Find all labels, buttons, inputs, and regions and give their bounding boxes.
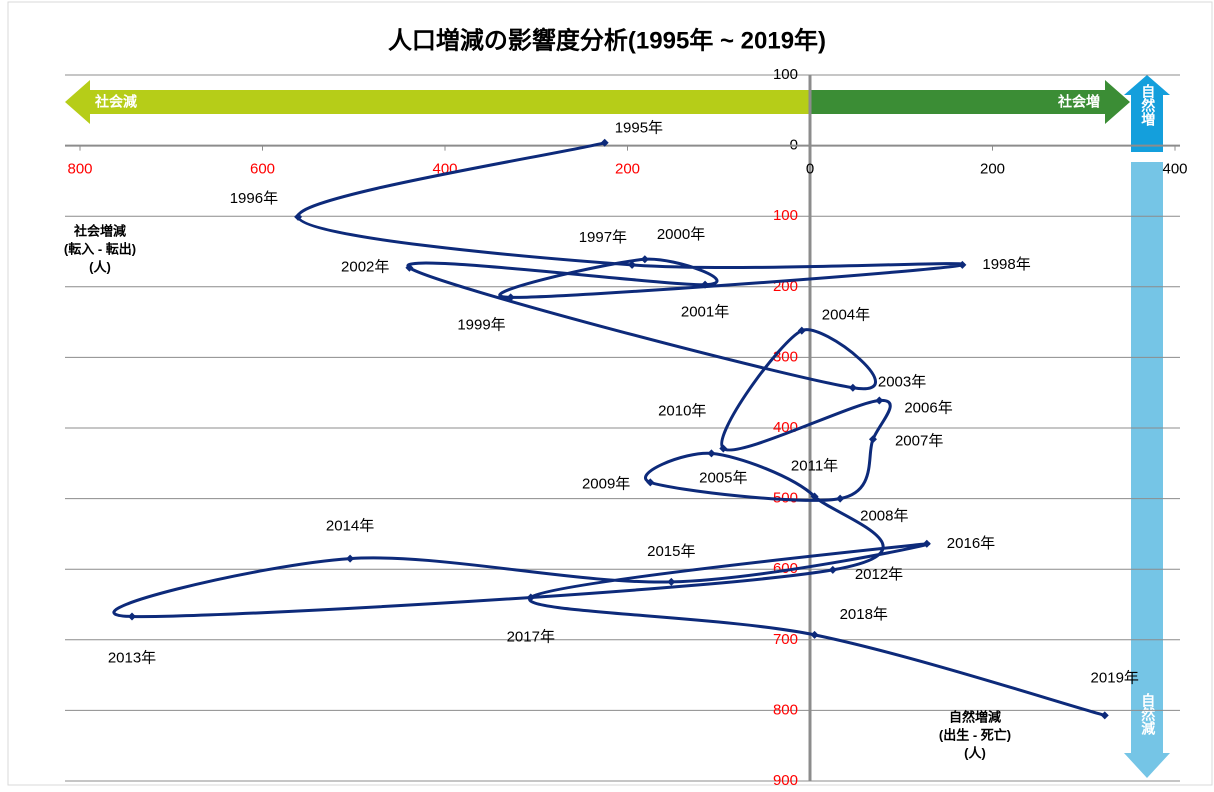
- point-label: 1998年: [982, 256, 1030, 273]
- marker: [128, 612, 137, 621]
- marker: [868, 435, 877, 444]
- marker: [526, 593, 535, 602]
- marker: [701, 280, 710, 289]
- axis-label: (出生 - 死亡): [939, 727, 1011, 742]
- marker: [1100, 711, 1109, 720]
- y-tick-label: 300: [773, 348, 798, 365]
- annotation: 自然減: [1140, 692, 1156, 736]
- point-label: 1999年: [457, 316, 505, 333]
- marker: [646, 478, 655, 487]
- marker: [810, 492, 819, 501]
- point-label: 2005年: [699, 469, 747, 486]
- point-label: 2006年: [904, 399, 952, 416]
- marker: [810, 630, 819, 639]
- y-tick-label: 500: [773, 490, 798, 507]
- point-label: 2014年: [326, 518, 374, 535]
- marker: [958, 260, 967, 269]
- point-label: 2008年: [860, 508, 908, 525]
- marker: [828, 565, 837, 574]
- y-tick-label: 900: [773, 772, 798, 787]
- marker: [405, 263, 414, 272]
- x-tick-label: 600: [250, 161, 275, 178]
- marker: [875, 396, 884, 405]
- x-tick-label: 200: [615, 161, 640, 178]
- axis-label: (人): [964, 745, 986, 760]
- annotation: 自然増: [1140, 83, 1156, 127]
- marker: [719, 444, 728, 453]
- y-tick-label: 100: [773, 66, 798, 83]
- point-label: 2019年: [1091, 669, 1139, 686]
- marker: [600, 138, 609, 147]
- x-tick-label: 0: [806, 161, 814, 178]
- marker: [294, 212, 303, 221]
- arrow-up: [1124, 75, 1170, 152]
- axis-label: (人): [89, 259, 111, 274]
- y-tick-label: 700: [773, 631, 798, 648]
- x-tick-label: 200: [980, 161, 1005, 178]
- point-label: 2018年: [840, 606, 888, 623]
- point-label: 2007年: [895, 432, 943, 449]
- point-label: 2002年: [341, 259, 389, 276]
- marker: [707, 449, 716, 458]
- arrow-left: [65, 80, 810, 124]
- point-label: 2016年: [947, 535, 995, 552]
- point-label: 2012年: [855, 566, 903, 583]
- x-tick-label: 800: [67, 161, 92, 178]
- axis-label: (転入 - 転出): [64, 241, 136, 256]
- axis-label: 社会増減: [73, 223, 126, 238]
- marker: [667, 577, 676, 586]
- axis-label: 自然増減: [949, 709, 1001, 724]
- line: [112, 141, 1106, 717]
- x-tick-label: 400: [1162, 161, 1187, 178]
- y-tick-label: 100: [773, 207, 798, 224]
- point-label: 1996年: [230, 190, 278, 207]
- point-label: 2011年: [791, 457, 838, 474]
- point-label: 2001年: [681, 304, 729, 321]
- arrow-down: [1124, 162, 1170, 778]
- point-label: 1997年: [579, 229, 627, 246]
- point-label: 1995年: [615, 120, 663, 137]
- point-label: 2000年: [657, 226, 705, 243]
- annotation: 社会増: [1057, 94, 1100, 110]
- arrow-right: [810, 80, 1130, 124]
- point-label: 2013年: [108, 649, 156, 666]
- marker: [346, 554, 355, 563]
- marker: [848, 383, 857, 392]
- point-label: 2009年: [582, 475, 630, 492]
- annotation: 社会減: [94, 94, 137, 110]
- point-label: 2003年: [878, 374, 926, 391]
- marker: [628, 260, 637, 269]
- point-label: 2015年: [647, 543, 695, 560]
- marker: [836, 494, 845, 503]
- y-tick-label: 600: [773, 560, 798, 577]
- y-tick-label: 800: [773, 701, 798, 718]
- marker: [797, 326, 806, 335]
- frame: [7, 1, 1213, 786]
- chart-title: 人口増減の影響度分析(1995年 ~ 2019年): [388, 26, 826, 54]
- marker: [922, 539, 931, 548]
- point-label: 2010年: [658, 402, 706, 419]
- marker: [506, 293, 515, 302]
- point-label: 2017年: [507, 628, 555, 645]
- marker: [640, 255, 649, 264]
- point-label: 2004年: [822, 307, 870, 324]
